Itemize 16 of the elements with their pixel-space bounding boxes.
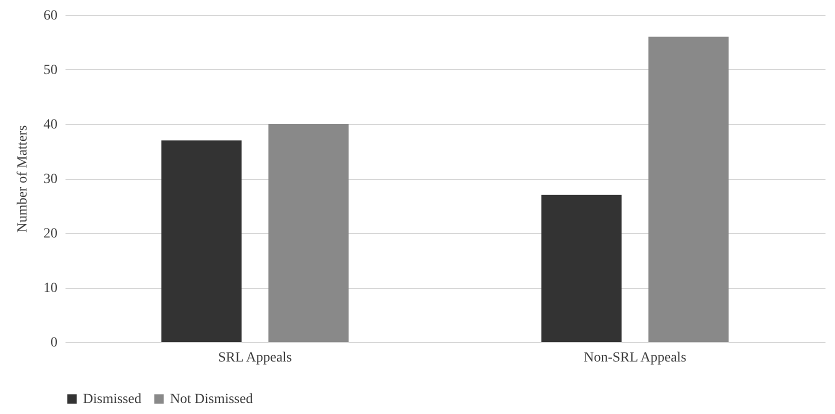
x-tick-label: Non-SRL Appeals — [584, 350, 686, 366]
y-axis-title: Number of Matters — [16, 125, 30, 233]
y-tick-label: 60 — [44, 8, 58, 24]
bar — [268, 124, 349, 342]
bar — [648, 36, 729, 342]
bar — [161, 140, 242, 342]
bar — [541, 194, 622, 342]
y-tick-label: 40 — [44, 118, 58, 132]
y-tick-label: 10 — [44, 281, 58, 296]
x-tick-label: SRL Appeals — [218, 350, 292, 366]
y-tick-label: 0 — [50, 336, 58, 350]
y-tick-label: 20 — [44, 226, 58, 242]
y-tick-label: 50 — [44, 63, 58, 78]
y-tick-label: 30 — [44, 172, 58, 187]
legend-label: Dismissed — [83, 392, 142, 407]
legend-label: Not Dismissed — [170, 392, 253, 407]
